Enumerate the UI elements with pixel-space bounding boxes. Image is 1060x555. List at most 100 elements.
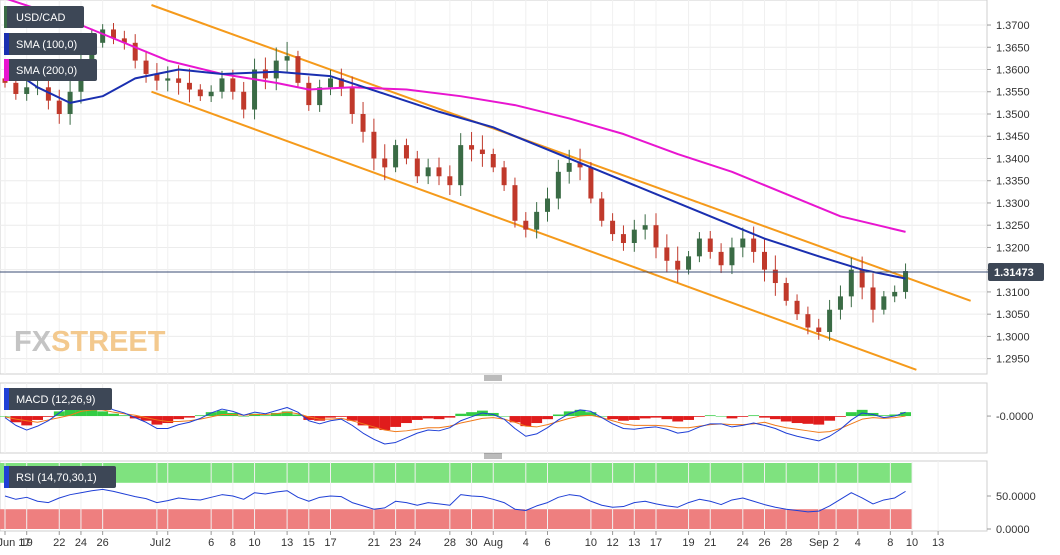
candle-body	[382, 158, 388, 168]
macd-histogram-bar	[314, 416, 326, 421]
channel-lower-line	[151, 90, 917, 371]
macd-histogram-bar	[628, 416, 640, 420]
time-tick-label: 2	[833, 537, 839, 549]
symbol-label[interactable]: USD/CAD	[4, 6, 84, 28]
sma200-legend[interactable]: SMA (200,0)	[4, 59, 97, 81]
macd-tick-label: -0.0000	[996, 411, 1033, 423]
time-tick-label: 2	[165, 537, 171, 549]
candle-body	[284, 56, 290, 61]
macd-histogram-bar	[184, 416, 195, 418]
price-tick-label: 1.3250	[996, 220, 1030, 232]
candle-body	[848, 269, 854, 297]
candle-body	[555, 171, 561, 199]
macd-histogram-bar	[97, 411, 109, 417]
time-tick-label: Jul	[150, 537, 164, 549]
candle-body	[219, 78, 225, 92]
macd-histogram-bar	[748, 415, 760, 417]
candle-body	[45, 87, 51, 101]
time-tick-label: 4	[523, 537, 529, 549]
macd-histogram-bar	[542, 416, 553, 420]
time-tick-label: 8	[887, 537, 893, 549]
macd-histogram-bar	[552, 414, 564, 417]
time-tick-label: 23	[389, 537, 401, 549]
macd-panel-resize-handle[interactable]	[484, 375, 502, 381]
candle-body	[252, 69, 258, 110]
macd-histogram-bar	[368, 416, 380, 429]
candle-body	[132, 42, 138, 61]
trend-channel	[151, 4, 971, 371]
candle-body	[762, 251, 767, 270]
candle-body	[262, 69, 268, 79]
time-tick-label: 22	[53, 537, 65, 549]
candle-body	[805, 314, 811, 328]
macd-histogram-bar	[0, 416, 11, 417]
macd-histogram-bar	[715, 416, 727, 417]
candle-body	[610, 220, 616, 235]
macd-histogram-bar	[401, 416, 412, 424]
macd-histogram-bar	[53, 411, 65, 417]
macd-histogram-bar	[759, 416, 770, 418]
candle-body	[816, 327, 822, 332]
macd-histogram-bar	[683, 416, 694, 420]
candle-body	[328, 78, 333, 88]
svg-text:USD/CAD: USD/CAD	[16, 12, 66, 24]
macd-histogram-bar	[86, 406, 98, 417]
rsi-bands	[0, 463, 913, 529]
macd-histogram-bar	[303, 416, 315, 420]
candle-body	[121, 38, 127, 43]
time-tick-label: 6	[544, 537, 550, 549]
macd-histogram-bar	[835, 416, 846, 417]
candle-body	[870, 287, 876, 310]
candle-body	[230, 78, 236, 92]
fxstreet-watermark: FXSTREET	[14, 326, 166, 358]
time-tick-label: Jun 17	[0, 537, 31, 549]
macd-histogram-bar	[346, 416, 358, 421]
time-tick-label: Aug	[483, 537, 503, 549]
sma200-line	[6, 0, 906, 233]
macd-histogram-bar	[194, 415, 206, 417]
macd-histogram-bar	[704, 415, 716, 417]
sma100-line	[4, 64, 906, 280]
candle-body	[718, 251, 724, 266]
macd-histogram-bar	[694, 416, 705, 417]
axes: 1.3700 1.3650 1.3600 1.3550 1.3500 1.3450 1.34…	[0, 20, 1036, 549]
candle-body	[13, 82, 19, 94]
macd-histogram-bar	[216, 410, 228, 417]
candle-body	[588, 167, 594, 199]
price-tick-label: 1.3500	[996, 109, 1030, 121]
macd-histogram-bar	[43, 416, 54, 417]
macd-line	[4, 398, 906, 445]
macd-legend[interactable]: MACD (12,26,9)	[4, 388, 112, 410]
time-tick-label: 8	[230, 537, 236, 549]
time-tick-label: 13	[932, 537, 944, 549]
candle-body	[772, 269, 778, 284]
candle-body	[620, 234, 626, 243]
time-tick-label: 24	[75, 537, 87, 549]
candle-body	[783, 283, 789, 301]
time-tick-label: 30	[465, 537, 477, 549]
time-tick-label: 28	[780, 537, 792, 549]
macd-histogram-bar	[140, 416, 152, 421]
macd-histogram-bar	[433, 416, 445, 420]
macd-histogram-bar	[270, 412, 282, 417]
macd-histogram-bar	[618, 416, 629, 421]
time-tick-label: 26	[758, 537, 770, 549]
candlesticks	[2, 23, 909, 341]
svg-text:MACD (12,26,9): MACD (12,26,9)	[16, 394, 95, 406]
macd-histogram-bar	[455, 413, 467, 417]
macd-histogram-bar	[780, 416, 792, 422]
macd-histogram-bar	[205, 412, 217, 417]
sma100-legend[interactable]: SMA (100,0)	[4, 33, 97, 55]
candle-body	[56, 100, 62, 114]
macd-histogram-bar	[802, 416, 814, 424]
rsi-legend[interactable]: RSI (14,70,30,1)	[4, 466, 116, 488]
candle-body	[837, 296, 843, 310]
rsi-series	[4, 488, 906, 513]
candle-body	[403, 145, 409, 159]
candle-body	[425, 167, 431, 177]
svg-text:RSI (14,70,30,1): RSI (14,70,30,1)	[16, 472, 97, 484]
rsi-panel-resize-handle[interactable]	[484, 453, 502, 459]
macd-histogram-bar	[444, 416, 456, 418]
grid	[0, 0, 987, 531]
